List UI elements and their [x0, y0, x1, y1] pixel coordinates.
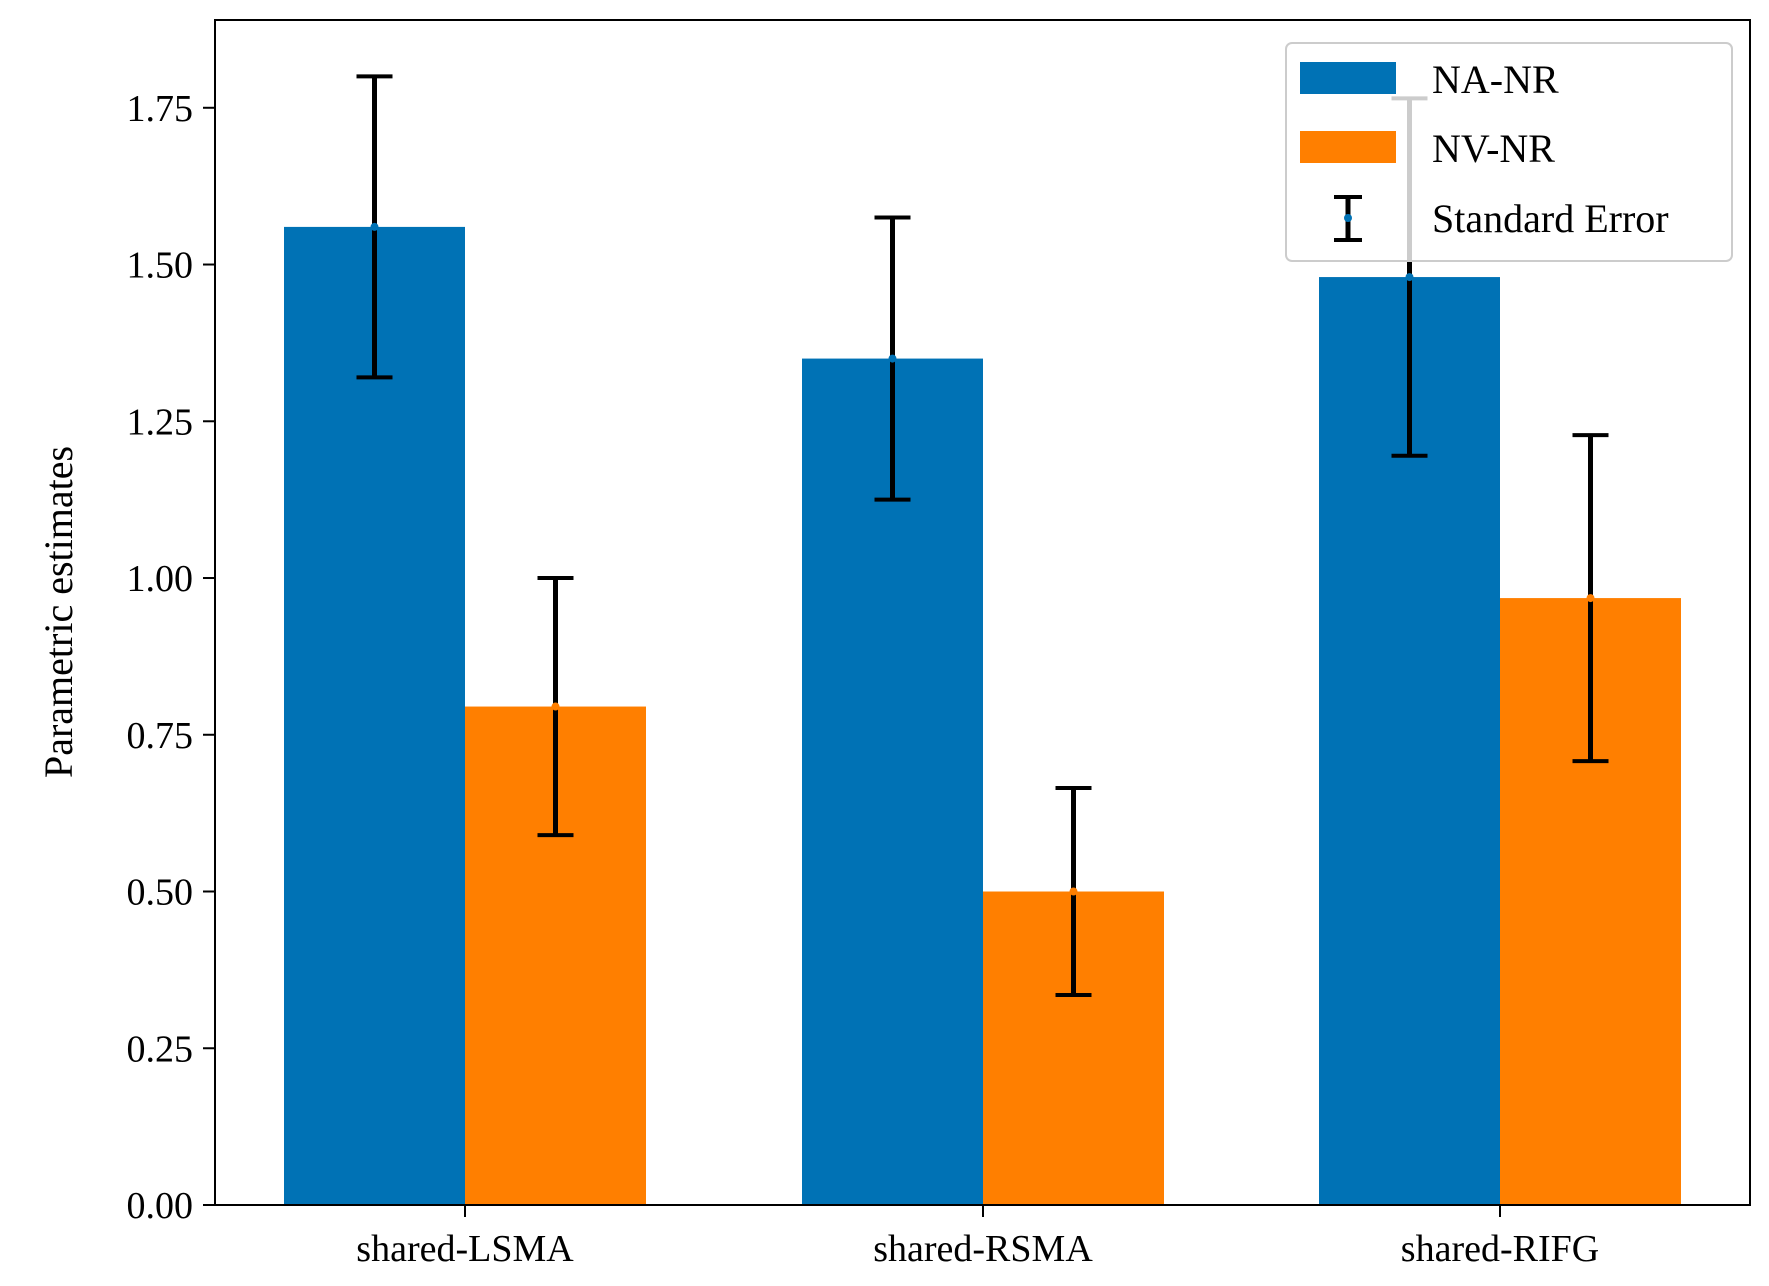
error-point-na-nr-shared-lsma	[370, 222, 379, 231]
y-tick-label-3: 0.75	[127, 715, 194, 757]
y-axis-label: Parametric estimates	[36, 446, 81, 778]
y-tick-label-4: 1.00	[127, 558, 194, 600]
error-point-nv-nr-shared-lsma	[551, 702, 560, 711]
error-bar-na-nr-shared-rsma	[874, 215, 911, 502]
error-bar-nv-nr-shared-rsma	[1055, 786, 1092, 997]
legend-label-na-nr: NA-NR	[1432, 57, 1559, 102]
legend-label-standard-error: Standard Error	[1432, 196, 1669, 241]
error-point-nv-nr-shared-rifg	[1586, 594, 1595, 603]
y-tick-label-6: 1.50	[127, 245, 194, 287]
y-axis-ticks: 0.00 0.25 0.50 0.75 1.00 1.25 1.50 1.75	[127, 88, 215, 1227]
error-point-na-nr-shared-rifg	[1405, 273, 1414, 282]
y-tick-label-5: 1.25	[127, 401, 194, 443]
bar-na-nr-shared-lsma	[284, 226, 465, 1205]
y-tick-label-1: 0.25	[127, 1028, 194, 1070]
legend: NA-NR NV-NR Standard Error	[1285, 42, 1733, 262]
legend-box	[1285, 42, 1733, 262]
y-tick-label-7: 1.75	[127, 88, 194, 130]
x-tick-label-shared-rsma: shared-RSMA	[873, 1228, 1093, 1270]
error-point-na-nr-shared-rsma	[888, 354, 897, 363]
x-axis-ticks: shared-LSMA shared-RSMA shared-RIFG	[356, 1205, 1599, 1270]
error-bar-na-nr-shared-lsma	[356, 74, 393, 380]
y-tick-label-2: 0.50	[127, 872, 194, 914]
error-point-nv-nr-shared-rsma	[1069, 887, 1078, 896]
plot-frame	[214, 19, 1751, 1206]
x-tick-label-shared-rifg: shared-RIFG	[1401, 1228, 1599, 1270]
legend-error-bar-icon	[1334, 195, 1362, 242]
error-bar-nv-nr-shared-rifg	[1572, 433, 1609, 764]
error-bar-nv-nr-shared-lsma	[537, 576, 574, 838]
legend-label-nv-nr: NV-NR	[1432, 126, 1555, 171]
x-tick-label-shared-lsma: shared-LSMA	[356, 1228, 574, 1270]
legend-swatch-nv-nr	[1300, 131, 1396, 163]
y-tick-label-0: 0.00	[127, 1185, 194, 1227]
legend-swatch-na-nr	[1300, 62, 1396, 94]
